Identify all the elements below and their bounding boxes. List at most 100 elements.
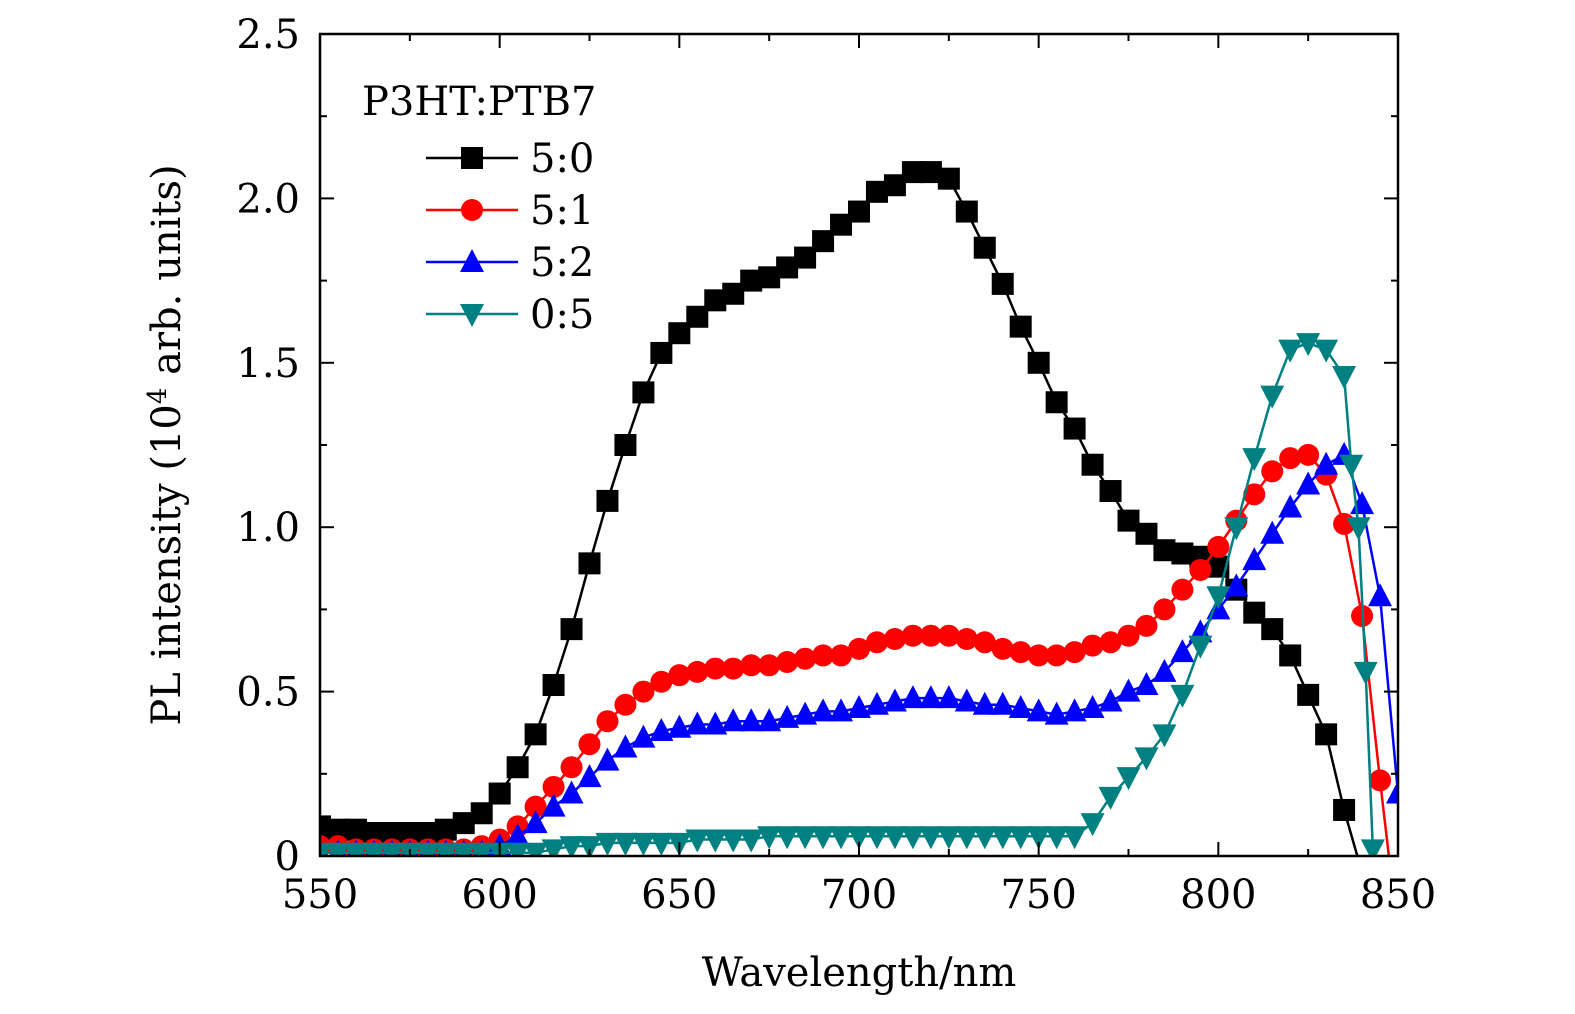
data-point (936, 685, 961, 709)
data-point (1062, 826, 1087, 850)
data-point (882, 688, 907, 712)
data-point (882, 826, 907, 850)
data-point (1044, 826, 1069, 850)
data-point (1189, 558, 1212, 581)
data-point (1008, 826, 1033, 850)
data-point (1135, 522, 1158, 545)
data-point (541, 793, 566, 817)
data-point (596, 710, 619, 733)
data-point (865, 180, 888, 203)
data-point (416, 821, 439, 844)
data-point (739, 708, 764, 732)
data-point (937, 624, 960, 647)
data-point (1027, 351, 1050, 374)
data-point (1242, 448, 1267, 472)
data-point (650, 670, 673, 693)
data-point (973, 631, 996, 654)
data-point (1135, 614, 1158, 637)
data-point (1171, 542, 1194, 565)
data-point (505, 842, 530, 856)
data-point (1243, 601, 1266, 624)
data-point (1152, 724, 1177, 748)
data-point (740, 269, 763, 292)
data-point (488, 782, 511, 805)
data-point (667, 714, 692, 738)
data-point (972, 691, 997, 715)
data-point (864, 691, 889, 715)
data-point (578, 733, 601, 756)
y-tick-labels: 0 0.5 1.0 1.5 2.0 2.5 (236, 12, 300, 880)
data-point (883, 174, 906, 197)
data-point (1080, 695, 1105, 719)
data-point (775, 704, 800, 728)
data-point (829, 826, 854, 850)
data-point (632, 381, 655, 404)
y-tick-label: 1.0 (236, 505, 300, 551)
data-point (973, 236, 996, 259)
data-point (344, 818, 367, 841)
data-point (918, 685, 943, 709)
data-point (794, 246, 817, 269)
y-tick-label: 2.0 (236, 176, 300, 222)
data-point (1261, 618, 1284, 641)
legend-marker (461, 199, 483, 221)
data-point (775, 826, 800, 850)
data-point (848, 200, 870, 223)
data-point (1224, 517, 1249, 541)
data-point (631, 724, 656, 748)
data-point (721, 829, 746, 853)
data-point (1009, 315, 1032, 338)
data-point (362, 821, 385, 844)
data-point (1153, 598, 1176, 621)
data-point (1027, 644, 1050, 667)
data-point (1296, 471, 1321, 495)
data-point (793, 826, 818, 850)
data-point (1081, 453, 1104, 476)
data-point (990, 691, 1015, 715)
data-point (829, 698, 854, 722)
data-point (955, 627, 978, 650)
x-tick-label: 750 (1000, 872, 1076, 918)
data-point (740, 654, 763, 677)
axis-ticks (319, 33, 1399, 857)
legend-item-5-0: 5:0 (426, 136, 594, 182)
data-point (1099, 480, 1122, 503)
data-point (883, 627, 906, 650)
data-point (954, 688, 979, 712)
data-point (830, 644, 853, 667)
data-point (1117, 624, 1140, 647)
data-point (900, 685, 925, 709)
data-point (469, 842, 494, 856)
data-point (1242, 547, 1267, 571)
data-point (848, 637, 870, 660)
data-point (505, 823, 530, 847)
y-tick-label: 0 (275, 834, 300, 880)
data-point (919, 161, 942, 184)
data-point (506, 756, 529, 779)
data-point (1063, 641, 1086, 664)
data-point (559, 780, 584, 804)
data-point (955, 200, 978, 223)
data-point (776, 651, 799, 674)
data-point (757, 826, 782, 850)
data-point (864, 826, 889, 850)
x-tick-label: 650 (641, 872, 717, 918)
legend-label: 0:5 (530, 292, 594, 338)
data-point (793, 701, 818, 725)
data-point (1134, 747, 1159, 771)
data-point (1386, 780, 1398, 804)
data-point (1170, 684, 1195, 708)
data-point (1224, 573, 1249, 597)
data-point (577, 836, 602, 856)
data-point (812, 644, 835, 667)
data-point (1026, 698, 1051, 722)
legend-item-5-2: 5:2 (426, 240, 594, 286)
data-point (523, 842, 548, 856)
data-point (1314, 339, 1339, 363)
data-point (811, 826, 836, 850)
data-point (524, 795, 547, 818)
data-point (685, 829, 710, 853)
y-axis-title-prefix: PL intensity (10 (144, 404, 190, 725)
data-point (1170, 639, 1195, 663)
data-point (343, 842, 368, 856)
